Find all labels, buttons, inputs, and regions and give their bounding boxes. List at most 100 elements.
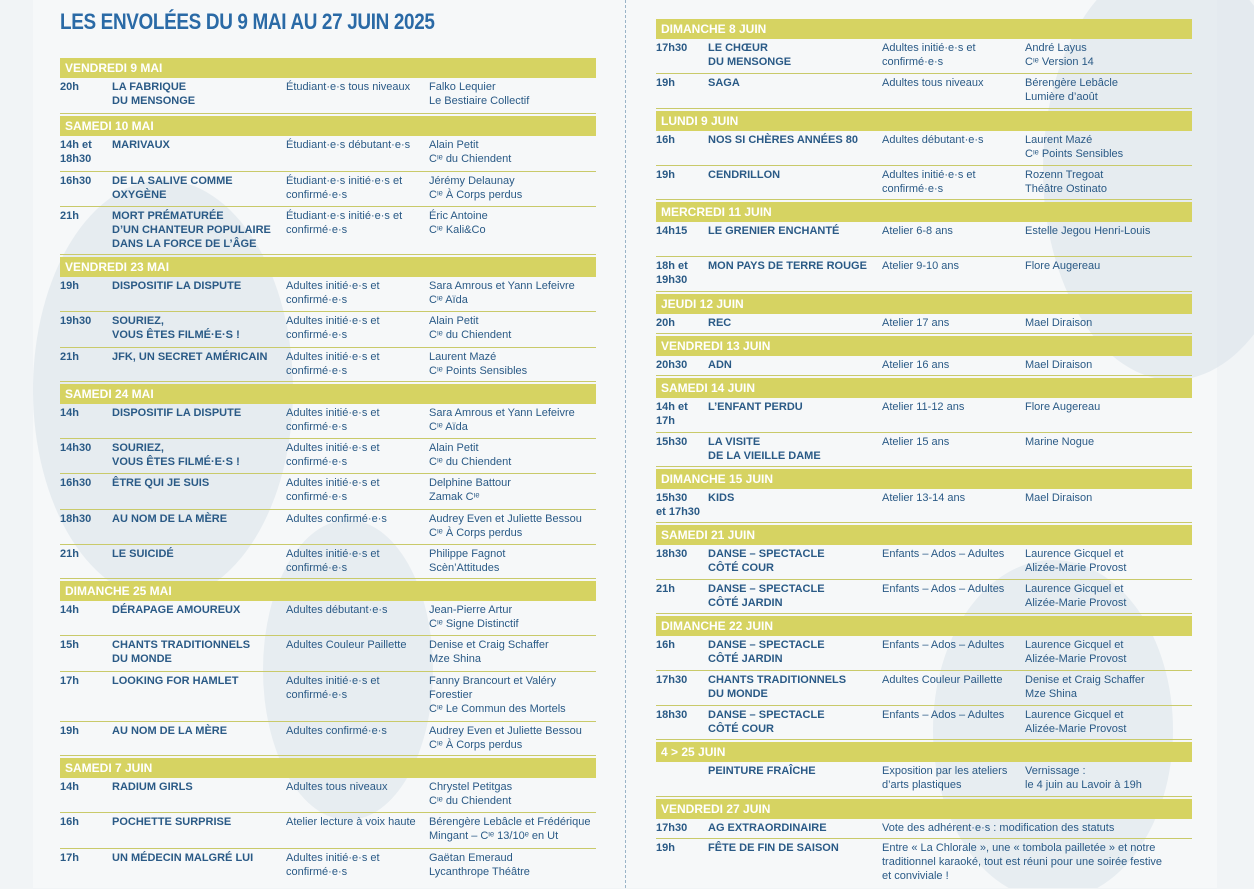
event-audience: Enfants – Ados – Adultes: [882, 709, 1005, 721]
event-audience: Atelier 13-14 ans: [882, 492, 966, 504]
event-row: 17h30 AG EXTRAORDINAIRE Vote des adhérent·…: [656, 819, 1192, 839]
event-time: 15h30 et 17h30: [656, 492, 701, 519]
event-audience: Atelier 15 ans: [882, 436, 950, 448]
event-row: 17h UN MÉDECIN MALGRÉ LUI Adultes initié·e…: [60, 849, 596, 883]
event-title: MARIVAUX: [112, 139, 170, 151]
event-row: 15h30 et 17h30 KIDS Atelier 13-14 ans Mael …: [656, 489, 1192, 523]
event-title: LE CHŒUR DU MENSONGE: [708, 42, 792, 69]
event-row: PEINTURE FRAÎCHE Exposition par les ateli…: [656, 762, 1192, 797]
event-title: PEINTURE FRAÎCHE: [708, 765, 816, 777]
event-time: 21h: [656, 583, 675, 595]
event-audience: Étudiant·e·s initié·e·s et confirmé·e·s: [286, 210, 403, 237]
event-time: 15h30: [656, 436, 688, 448]
event-row: 20h REC Atelier 17 ans Mael Diraison: [656, 314, 1192, 334]
event-company: Gaëtan Emeraud Lycanthrope Théâtre: [429, 852, 530, 879]
event-company: Alain Petit Cᶦᵉ du Chiendent: [429, 139, 512, 166]
event-company: Jean-Pierre Artur Cᶦᵉ Signe Distinctif: [429, 604, 519, 631]
event-row: 21h MORT PRÉMATURÉE D’UN CHANTEUR POPULAI…: [60, 207, 596, 255]
event-audience: Adultes confirmé·e·s: [286, 725, 387, 737]
event-title: SAGA: [708, 77, 740, 89]
event-time: 17h: [60, 675, 79, 687]
event-title: DANSE – SPECTACLE CÔTÉ COUR: [708, 548, 825, 575]
event-title: LE GRENIER ENCHANTÉ: [708, 225, 840, 237]
event-row: 18h30 DANSE – SPECTACLE CÔTÉ COUR Enfants …: [656, 545, 1192, 580]
event-title: DANSE – SPECTACLE CÔTÉ JARDIN: [708, 639, 825, 666]
event-time: 19h: [656, 169, 675, 181]
event-row: 19h CENDRILLON Adultes initié·e·s et confi…: [656, 166, 1192, 200]
event-row: 14h15 LE GRENIER ENCHANTÉ Atelier 6-8 ans E…: [656, 222, 1192, 257]
event-title: DÉRAPAGE AMOUREUX: [112, 604, 241, 616]
event-row: 21h JFK, UN SECRET AMÉRICAIN Adultes initi…: [60, 348, 596, 382]
schedule-left-column: VENDREDI 9 MAI 20h LA FABRIQUE DU MENSONGE…: [60, 56, 596, 883]
event-company: Laurence Gicquel et Alizée-Marie Provost: [1025, 583, 1127, 610]
event-title: SOURIEZ, VOUS ÊTES FILMÉ·E·S !: [112, 442, 240, 469]
event-company: Laurence Gicquel et Alizée-Marie Provost: [1025, 709, 1127, 736]
event-audience: Adultes initié·e·s et confirmé·e·s: [286, 442, 380, 469]
schedule-right-column: DIMANCHE 8 JUIN 17h30 LE CHŒUR DU MENSONGE…: [656, 17, 1192, 889]
event-audience: Adultes initié·e·s et confirmé·e·s: [286, 280, 380, 307]
event-row: 21h LE SUICIDÉ Adultes initié·e·s et confi…: [60, 545, 596, 579]
event-title: POCHETTE SURPRISE: [112, 816, 232, 828]
event-company: Bérengère Lebâcle et Frédérique Mingant …: [429, 816, 591, 843]
event-company: Jérémy Delaunay Cᶦᵉ À Corps perdus: [429, 175, 523, 202]
event-company: Denise et Craig Schaffer Mze Shina: [1025, 674, 1145, 701]
event-row: 18h et 19h30 MON PAYS DE TERRE ROUGE Ateli…: [656, 257, 1192, 292]
event-title: NOS SI CHÈRES ANNÉES 80: [708, 134, 858, 146]
event-audience: Adultes initié·e·s et confirmé·e·s: [286, 852, 380, 879]
day-header: DIMANCHE 15 JUIN: [656, 469, 1192, 489]
event-title: REC: [708, 317, 732, 329]
event-title: CHANTS TRADITIONNELS DU MONDE: [708, 674, 847, 701]
event-row: 14h30 SOURIEZ, VOUS ÊTES FILMÉ·E·S ! Adult…: [60, 439, 596, 474]
event-time: 14h30: [60, 442, 92, 454]
event-row: 17h30 LE CHŒUR DU MENSONGE Adultes initié·…: [656, 39, 1192, 74]
event-title: RADIUM GIRLS: [112, 781, 193, 793]
event-time: 21h: [60, 210, 79, 222]
event-time: 16h: [60, 816, 79, 828]
event-time: 14h: [60, 604, 79, 616]
event-title: UN MÉDECIN MALGRÉ LUI: [112, 852, 254, 864]
event-time: 20h: [60, 81, 79, 93]
event-company: Sara Amrous et Yann Lefeivre Cᶦᵉ Aïda: [429, 407, 575, 434]
day-header: SAMEDI 7 JUIN: [60, 758, 596, 778]
event-audience: Étudiant·e·s tous niveaux: [286, 81, 411, 93]
event-time: 21h: [60, 351, 79, 363]
event-title: DISPOSITIF LA DISPUTE: [112, 280, 242, 292]
event-time: 14h15: [656, 225, 688, 237]
event-time: 17h30: [656, 674, 688, 686]
event-audience: Atelier 16 ans: [882, 359, 950, 371]
event-title: FÊTE DE FIN DE SAISON: [708, 842, 839, 854]
event-row: 16h NOS SI CHÈRES ANNÉES 80 Adultes débuta…: [656, 131, 1192, 166]
event-company: Laurence Gicquel et Alizée-Marie Provost: [1025, 639, 1127, 666]
event-title: LE SUICIDÉ: [112, 548, 174, 560]
day-header: SAMEDI 24 MAI: [60, 384, 596, 404]
event-audience: Enfants – Ados – Adultes: [882, 583, 1005, 595]
event-audience: Atelier 9-10 ans: [882, 260, 960, 272]
event-title: DISPOSITIF LA DISPUTE: [112, 407, 242, 419]
event-company: Fanny Brancourt et Valéry Forestier Cᶦᵉ …: [429, 675, 566, 716]
event-row: 19h DISPOSITIF LA DISPUTE Adultes initié·e…: [60, 277, 596, 312]
event-row: 20h30 ADN Atelier 16 ans Mael Diraison: [656, 356, 1192, 376]
event-company: Bérengère Lebâcle Lumière d’août: [1025, 77, 1118, 104]
day-header: JEUDI 12 JUIN: [656, 294, 1192, 314]
event-company: Rozenn Tregoat Théâtre Ostinato: [1025, 169, 1107, 196]
day-header: SAMEDI 10 MAI: [60, 116, 596, 136]
event-time: 16h30: [60, 477, 92, 489]
event-row: 19h AU NOM DE LA MÈRE Adultes confirmé·e·s…: [60, 722, 596, 756]
event-row: 16h30 DE LA SALIVE COMME OXYGÈNE Étudiant·…: [60, 172, 596, 207]
event-time: 19h: [60, 725, 79, 737]
event-audience: Atelier 6-8 ans: [882, 225, 953, 237]
event-title: MON PAYS DE TERRE ROUGE: [708, 260, 867, 272]
event-audience: Enfants – Ados – Adultes: [882, 639, 1005, 651]
event-company: Flore Augereau: [1025, 260, 1101, 272]
event-description: Entre « La Chlorale », une « tombola pai…: [882, 842, 1163, 883]
event-audience: Adultes Couleur Paillette: [882, 674, 1003, 686]
day-header: VENDREDI 23 MAI: [60, 257, 596, 277]
event-time: 21h: [60, 548, 79, 560]
event-row: 19h SAGA Adultes tous niveaux Bérengère Leb…: [656, 74, 1192, 109]
event-title: LA FABRIQUE DU MENSONGE: [112, 81, 196, 108]
event-audience: Adultes débutant·e·s: [286, 604, 388, 616]
event-company: Falko Lequier Le Bestiaire Collectif: [429, 81, 530, 108]
event-audience: Adultes tous niveaux: [882, 77, 984, 89]
event-company: Philippe Fagnot Scèn’Attitudes: [429, 548, 506, 575]
event-company: Laurent Mazé Cᶦᵉ Points Sensibles: [429, 351, 528, 378]
